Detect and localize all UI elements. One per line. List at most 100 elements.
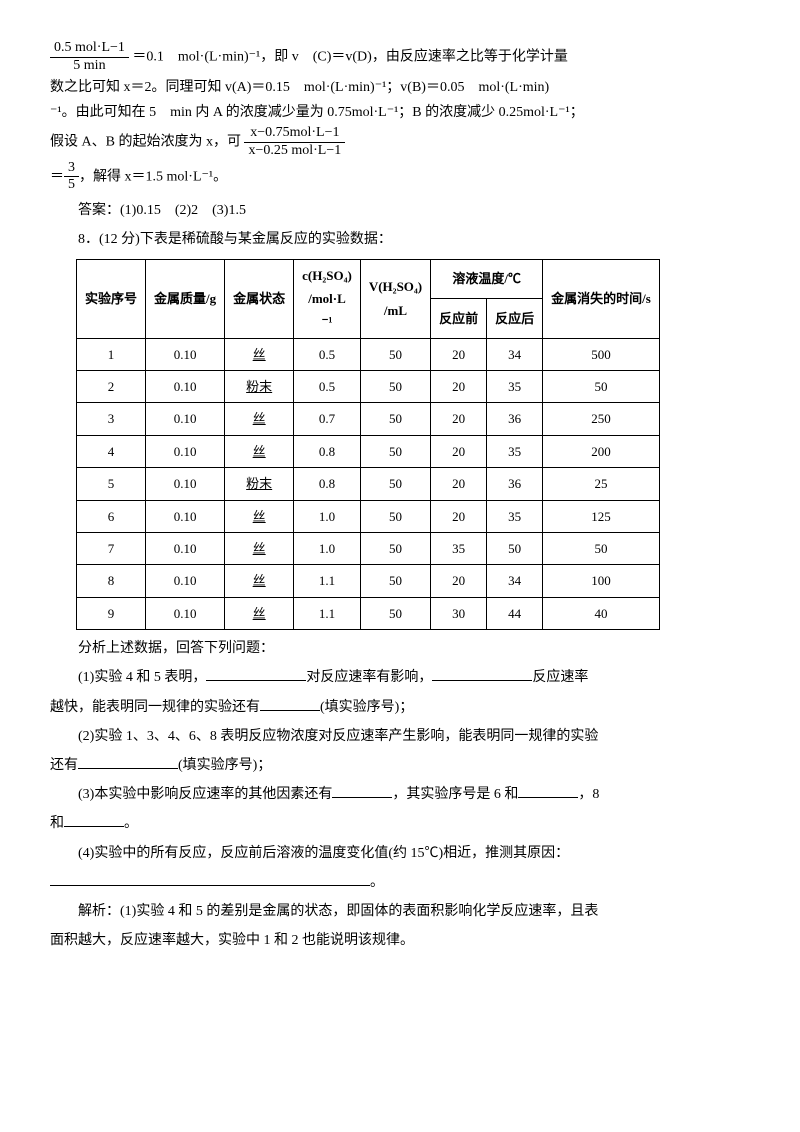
- table-cell: 500: [543, 338, 660, 370]
- table-cell: 1: [77, 338, 146, 370]
- fraction-2: x−0.75mol·L−1 x−0.25 mol·L−1: [244, 125, 345, 160]
- table-cell: 丝: [225, 597, 294, 629]
- th-before: 反应前: [431, 299, 487, 339]
- answer-line: 答案：(1)0.15 (2)2 (3)1.5: [50, 198, 750, 223]
- table-cell: 1.1: [294, 565, 361, 597]
- fraction-1: 0.5 mol·L−1 5 min: [50, 40, 129, 75]
- table-cell: 20: [431, 338, 487, 370]
- table-cell: 0.10: [146, 435, 225, 467]
- frac-num: 3: [64, 160, 79, 178]
- th-seq: 实验序号: [77, 259, 146, 338]
- th-conc: c(H₂SO₄) /mol·L ⁻¹: [294, 259, 361, 338]
- table-cell: 35: [487, 435, 543, 467]
- q4-blank: 。: [50, 870, 750, 895]
- table-cell: 44: [487, 597, 543, 629]
- frac-den: x−0.25 mol·L−1: [244, 143, 345, 160]
- blank: [432, 666, 532, 681]
- fraction-3: 3 5: [64, 160, 79, 195]
- table-cell: 6: [77, 500, 146, 532]
- table-cell: 2: [77, 371, 146, 403]
- blank: [332, 783, 392, 798]
- table-cell: 1.0: [294, 500, 361, 532]
- line-4: 假设 A、B 的起始浓度为 x，可 x−0.75mol·L−1 x−0.25 m…: [50, 125, 750, 160]
- document-body: 0.5 mol·L−1 5 min ＝0.1 mol·(L·min)⁻¹，即 v…: [50, 40, 750, 953]
- table-cell: 7: [77, 533, 146, 565]
- table-header-row: 实验序号 金属质量/g 金属状态 c(H₂SO₄) /mol·L ⁻¹ V(H₂…: [77, 259, 660, 299]
- th-state: 金属状态: [225, 259, 294, 338]
- table-cell: 20: [431, 403, 487, 435]
- table-cell: 50: [360, 565, 430, 597]
- table-cell: 丝: [225, 533, 294, 565]
- table-cell: 20: [431, 435, 487, 467]
- blank: [78, 754, 178, 769]
- table-cell: 50: [360, 338, 430, 370]
- q8-intro: 8．(12 分)下表是稀硫酸与某金属反应的实验数据：: [50, 227, 750, 252]
- table-row: 20.10粉末0.550203550: [77, 371, 660, 403]
- table-cell: 0.10: [146, 468, 225, 500]
- blank: [64, 812, 124, 827]
- table-row: 70.10丝1.050355050: [77, 533, 660, 565]
- table-cell: 0.10: [146, 597, 225, 629]
- table-cell: 0.10: [146, 533, 225, 565]
- explain-2: 面积越大，反应速率越大，实验中 1 和 2 也能说明该规律。: [50, 928, 750, 953]
- q3: (3)本实验中影响反应速率的其他因素还有，其实验序号是 6 和，8: [50, 782, 750, 807]
- table-cell: 粉末: [225, 371, 294, 403]
- table-cell: 丝: [225, 565, 294, 597]
- table-cell: 50: [360, 403, 430, 435]
- table-cell: 1.1: [294, 597, 361, 629]
- table-cell: 0.5: [294, 338, 361, 370]
- table-cell: 0.5: [294, 371, 361, 403]
- blank: [518, 783, 578, 798]
- table-cell: 125: [543, 500, 660, 532]
- table-cell: 250: [543, 403, 660, 435]
- table-cell: 50: [360, 468, 430, 500]
- table-cell: 0.10: [146, 371, 225, 403]
- table-cell: 20: [431, 371, 487, 403]
- table-cell: 34: [487, 338, 543, 370]
- table-cell: 0.7: [294, 403, 361, 435]
- table-cell: 20: [431, 500, 487, 532]
- table-cell: 35: [431, 533, 487, 565]
- table-cell: 40: [543, 597, 660, 629]
- q1-cont: 越快，能表明同一规律的实验还有(填实验序号)；: [50, 695, 750, 720]
- table-cell: 34: [487, 565, 543, 597]
- table-cell: 35: [487, 500, 543, 532]
- table-cell: 8: [77, 565, 146, 597]
- table-cell: 20: [431, 565, 487, 597]
- blank: [206, 666, 306, 681]
- q1: (1)实验 4 和 5 表明，对反应速率有影响，反应速率: [50, 665, 750, 690]
- frac-den: 5 min: [50, 58, 129, 75]
- table-row: 30.10丝0.7502036250: [77, 403, 660, 435]
- th-temp: 溶液温度/℃: [431, 259, 543, 299]
- table-row: 40.10丝0.8502035200: [77, 435, 660, 467]
- table-cell: 4: [77, 435, 146, 467]
- text: ，解得 x＝1.5 mol·L⁻¹。: [79, 169, 227, 184]
- table-cell: 丝: [225, 403, 294, 435]
- line-2: 数之比可知 x＝2。同理可知 v(A)＝0.15 mol·(L·min)⁻¹；v…: [50, 75, 750, 100]
- table-cell: 25: [543, 468, 660, 500]
- table-row: 80.10丝1.1502034100: [77, 565, 660, 597]
- th-mass: 金属质量/g: [146, 259, 225, 338]
- experiment-table: 实验序号 金属质量/g 金属状态 c(H₂SO₄) /mol·L ⁻¹ V(H₂…: [76, 259, 660, 631]
- table-cell: 丝: [225, 500, 294, 532]
- table-cell: 20: [431, 468, 487, 500]
- table-row: 90.10丝1.150304440: [77, 597, 660, 629]
- table-cell: 200: [543, 435, 660, 467]
- table-cell: 粉末: [225, 468, 294, 500]
- q2-cont: 还有(填实验序号)；: [50, 753, 750, 778]
- table-cell: 0.10: [146, 500, 225, 532]
- table-cell: 30: [431, 597, 487, 629]
- table-cell: 0.10: [146, 565, 225, 597]
- table-cell: 50: [360, 533, 430, 565]
- table-cell: 1.0: [294, 533, 361, 565]
- table-cell: 35: [487, 371, 543, 403]
- frac-num: x−0.75mol·L−1: [244, 125, 345, 143]
- line-3: ⁻¹。由此可知在 5 min 内 A 的浓度减少量为 0.75mol·L⁻¹；B…: [50, 100, 750, 125]
- table-cell: 3: [77, 403, 146, 435]
- blank: [260, 696, 320, 711]
- q2: (2)实验 1、3、4、6、8 表明反应物浓度对反应速率产生影响，能表明同一规律…: [50, 724, 750, 749]
- frac-den: 5: [64, 177, 79, 194]
- table-cell: 50: [360, 500, 430, 532]
- table-cell: 50: [360, 435, 430, 467]
- frac-num: 0.5 mol·L−1: [50, 40, 129, 58]
